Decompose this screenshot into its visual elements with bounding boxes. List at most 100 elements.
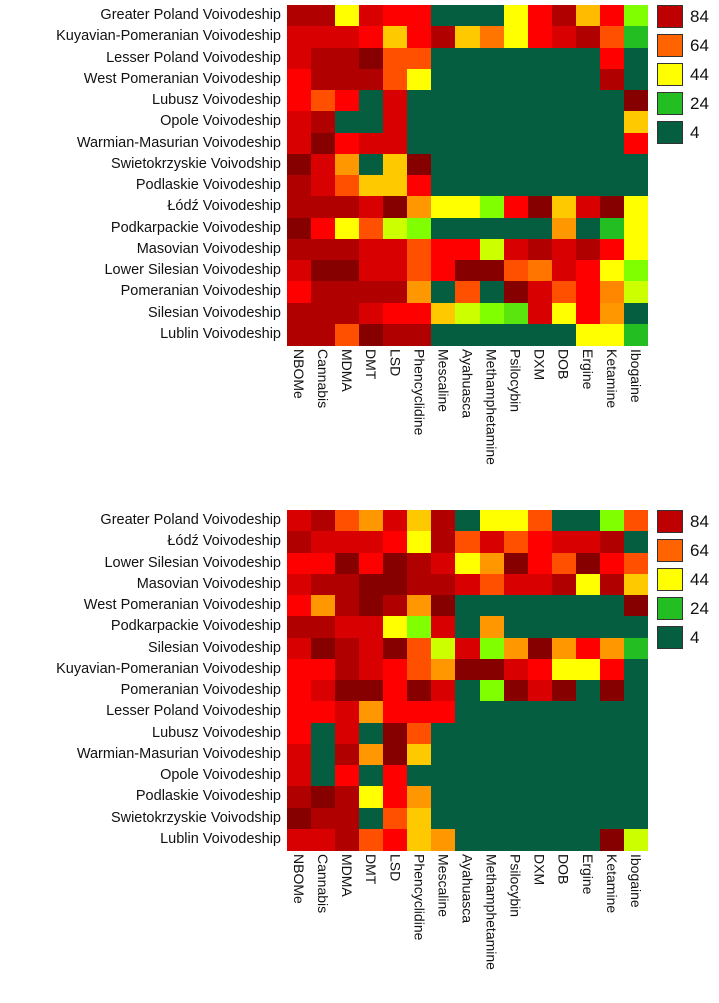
column-label: Ayahuasca (459, 854, 476, 924)
heatmap-cell (527, 765, 553, 787)
heatmap-cell (575, 807, 601, 830)
heatmap-cell (575, 637, 601, 660)
heatmap-cell (623, 217, 649, 240)
heatmap-cell (479, 238, 505, 261)
legend-swatch (657, 92, 683, 115)
row-label: Lubusz Voivodeship (152, 724, 281, 741)
row-label: Warmian-Masurian Voivodeship (76, 134, 281, 151)
heatmap-cell (479, 722, 505, 745)
heatmap-cell (479, 47, 505, 70)
heatmap-cell (407, 217, 432, 240)
heatmap-cell (311, 680, 336, 702)
heatmap-cell (551, 722, 577, 745)
heatmap-cell (551, 302, 577, 325)
heatmap-cell (311, 552, 336, 575)
heatmap-cell (479, 807, 505, 830)
heatmap-cell (407, 616, 432, 638)
row-label: Lesser Poland Voivodeship (106, 49, 281, 66)
heatmap-cell (551, 47, 577, 70)
heatmap-cell (407, 680, 432, 702)
heatmap-cell (503, 238, 529, 261)
heatmap-cell (287, 260, 312, 282)
heatmap-cell (527, 260, 553, 282)
heatmap-cell (455, 531, 481, 553)
heatmap-cell (575, 68, 601, 91)
heatmap-cell (359, 828, 384, 851)
heatmap-cell (431, 196, 456, 218)
column-label: Methamphetamine (483, 854, 500, 970)
heatmap-cell (455, 260, 481, 282)
column-label: Ibogaine (627, 349, 644, 403)
heatmap-cell (311, 111, 336, 133)
heatmap-cell (479, 743, 505, 766)
heatmap-cell (623, 238, 649, 261)
heatmap-cell (527, 552, 553, 575)
heatmap-cell (551, 217, 577, 240)
heatmap-cell (551, 573, 577, 596)
heatmap-cell (311, 217, 336, 240)
heatmap-cell (551, 153, 577, 176)
heatmap-cell (623, 573, 649, 596)
heatmap-cell (311, 637, 336, 660)
heatmap-cell (479, 531, 505, 553)
heatmap-cell (551, 132, 577, 155)
heatmap-cell (575, 658, 601, 681)
heatmap-cell (503, 573, 529, 596)
row-label: Łódź Voivodeship (167, 533, 281, 550)
heatmap-cell (479, 765, 505, 787)
heatmap-cell (599, 153, 625, 176)
heatmap-cell (479, 111, 505, 133)
column-label: Phencyclidine (411, 349, 428, 436)
heatmap-cell (551, 26, 577, 48)
heatmap-cell (623, 722, 649, 745)
heatmap-cell (407, 196, 432, 218)
heatmap-cell (311, 26, 336, 48)
heatmap-cell (479, 196, 505, 218)
heatmap-cell (599, 26, 625, 48)
heatmap-cell (455, 616, 481, 638)
heatmap-cell (407, 701, 432, 723)
heatmap-cell (407, 111, 432, 133)
heatmap-cell (311, 153, 336, 176)
heatmap-cell (599, 68, 625, 91)
heatmap-cell (455, 807, 481, 830)
heatmap-cell (623, 701, 649, 723)
heatmap-cell (623, 111, 649, 133)
heatmap-cell (455, 111, 481, 133)
heatmap-cell (455, 323, 481, 346)
row-label: Kuyavian-Pomeranian Voivodeship (56, 28, 281, 45)
heatmap-cell (623, 680, 649, 702)
heatmap-cell (503, 701, 529, 723)
heatmap-cell (455, 132, 481, 155)
heatmap-cell (431, 68, 456, 91)
heatmap-cell (335, 132, 360, 155)
heatmap-cell (527, 238, 553, 261)
heatmap-cell (431, 90, 456, 112)
heatmap-cell (407, 743, 432, 766)
heatmap-cell (383, 722, 408, 745)
column-label: LSD (387, 349, 404, 377)
column-label: Methamphetamine (483, 349, 500, 465)
heatmap-cell (335, 68, 360, 91)
heatmap-cell (623, 175, 649, 197)
heatmap-cell (479, 302, 505, 325)
heatmap-cell (575, 281, 601, 303)
heatmap-cell (287, 217, 312, 240)
heatmap-cell (479, 828, 505, 851)
heatmap-cell (359, 196, 384, 218)
heatmap-cell (455, 552, 481, 575)
heatmap-cell (479, 260, 505, 282)
heatmap-cell (287, 132, 312, 155)
heatmap-cell (479, 786, 505, 808)
heatmap-cell (311, 196, 336, 218)
heatmap-cell (383, 5, 408, 27)
row-label: Masovian Voivodeship (136, 240, 281, 257)
column-label: Ketamine (603, 349, 620, 409)
heatmap-cell (335, 807, 360, 830)
heatmap-cell (479, 701, 505, 723)
row-label: West Pomeranian Voivodeship (83, 597, 281, 613)
heatmap-cell (551, 196, 577, 218)
heatmap-cell (359, 175, 384, 197)
heatmap-cell (383, 90, 408, 112)
heatmap-cell (407, 807, 432, 830)
